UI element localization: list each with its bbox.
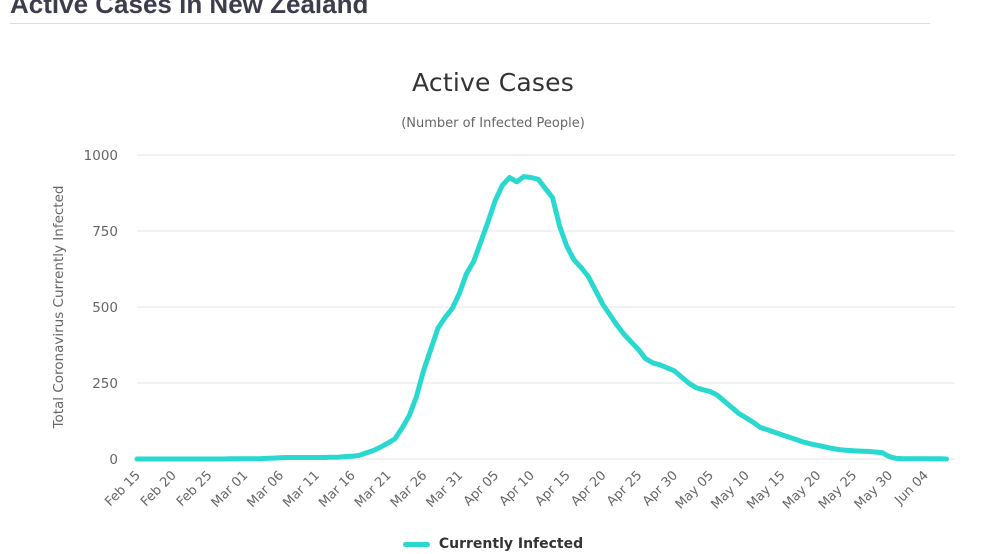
x-tick-label-jun-04: Jun 04 xyxy=(892,468,932,508)
x-tick-label-mar-31: Mar 31 xyxy=(424,468,467,511)
x-tick-label-may-10: May 10 xyxy=(708,468,752,512)
y-tick-label-0: 0 xyxy=(109,452,118,468)
x-tick-label-may-25: May 25 xyxy=(816,468,860,512)
x-tick-label-may-05: May 05 xyxy=(673,468,717,512)
x-tick-label-mar-21: Mar 21 xyxy=(352,468,395,511)
x-tick-label-may-15: May 15 xyxy=(744,468,788,512)
legend-line-marker-icon xyxy=(402,541,430,547)
chart-subtitle: (Number of Infected People) xyxy=(401,116,585,131)
chart-legend: Currently Infected xyxy=(0,536,986,552)
x-tick-label-feb-25: Feb 25 xyxy=(174,468,216,510)
active-cases-line-chart: 0 250 500 750 1000 Total Coronavirus Currentl… xyxy=(51,148,955,512)
legend-item-currently-infected[interactable]: Currently Infected xyxy=(402,536,584,552)
y-tick-label-1000: 1000 xyxy=(84,148,118,164)
x-tick-label-apr-10: Apr 10 xyxy=(497,468,538,509)
y-tick-label-250: 250 xyxy=(92,376,118,392)
x-tick-label-mar-16: Mar 16 xyxy=(316,468,359,511)
y-tick-label-500: 500 xyxy=(92,300,118,316)
heading-divider xyxy=(10,23,930,24)
y-axis-title: Total Coronavirus Currently Infected xyxy=(51,186,67,430)
x-tick-label-feb-15: Feb 15 xyxy=(102,468,144,510)
x-tick-label-feb-20: Feb 20 xyxy=(138,468,180,510)
x-tick-label-may-30: May 30 xyxy=(852,468,896,512)
x-tick-label-apr-05: Apr 05 xyxy=(461,468,502,509)
x-tick-label-mar-11: Mar 11 xyxy=(280,468,323,511)
chart-title: Active Cases xyxy=(412,68,574,97)
x-tick-label-apr-20: Apr 20 xyxy=(568,468,609,509)
x-tick-label-apr-15: Apr 15 xyxy=(533,468,574,509)
x-tick-label-mar-01: Mar 01 xyxy=(209,468,252,511)
x-tick-label-mar-06: Mar 06 xyxy=(245,468,288,511)
series-line-currently-infected[interactable] xyxy=(134,174,949,462)
legend-label: Currently Infected xyxy=(438,536,584,552)
x-tick-label-apr-25: Apr 25 xyxy=(604,468,645,509)
y-tick-label-750: 750 xyxy=(92,224,118,240)
x-tick-label-mar-26: Mar 26 xyxy=(388,468,431,511)
x-tick-label-may-20: May 20 xyxy=(780,468,824,512)
page-title: Active Cases in New Zealand xyxy=(10,0,369,19)
